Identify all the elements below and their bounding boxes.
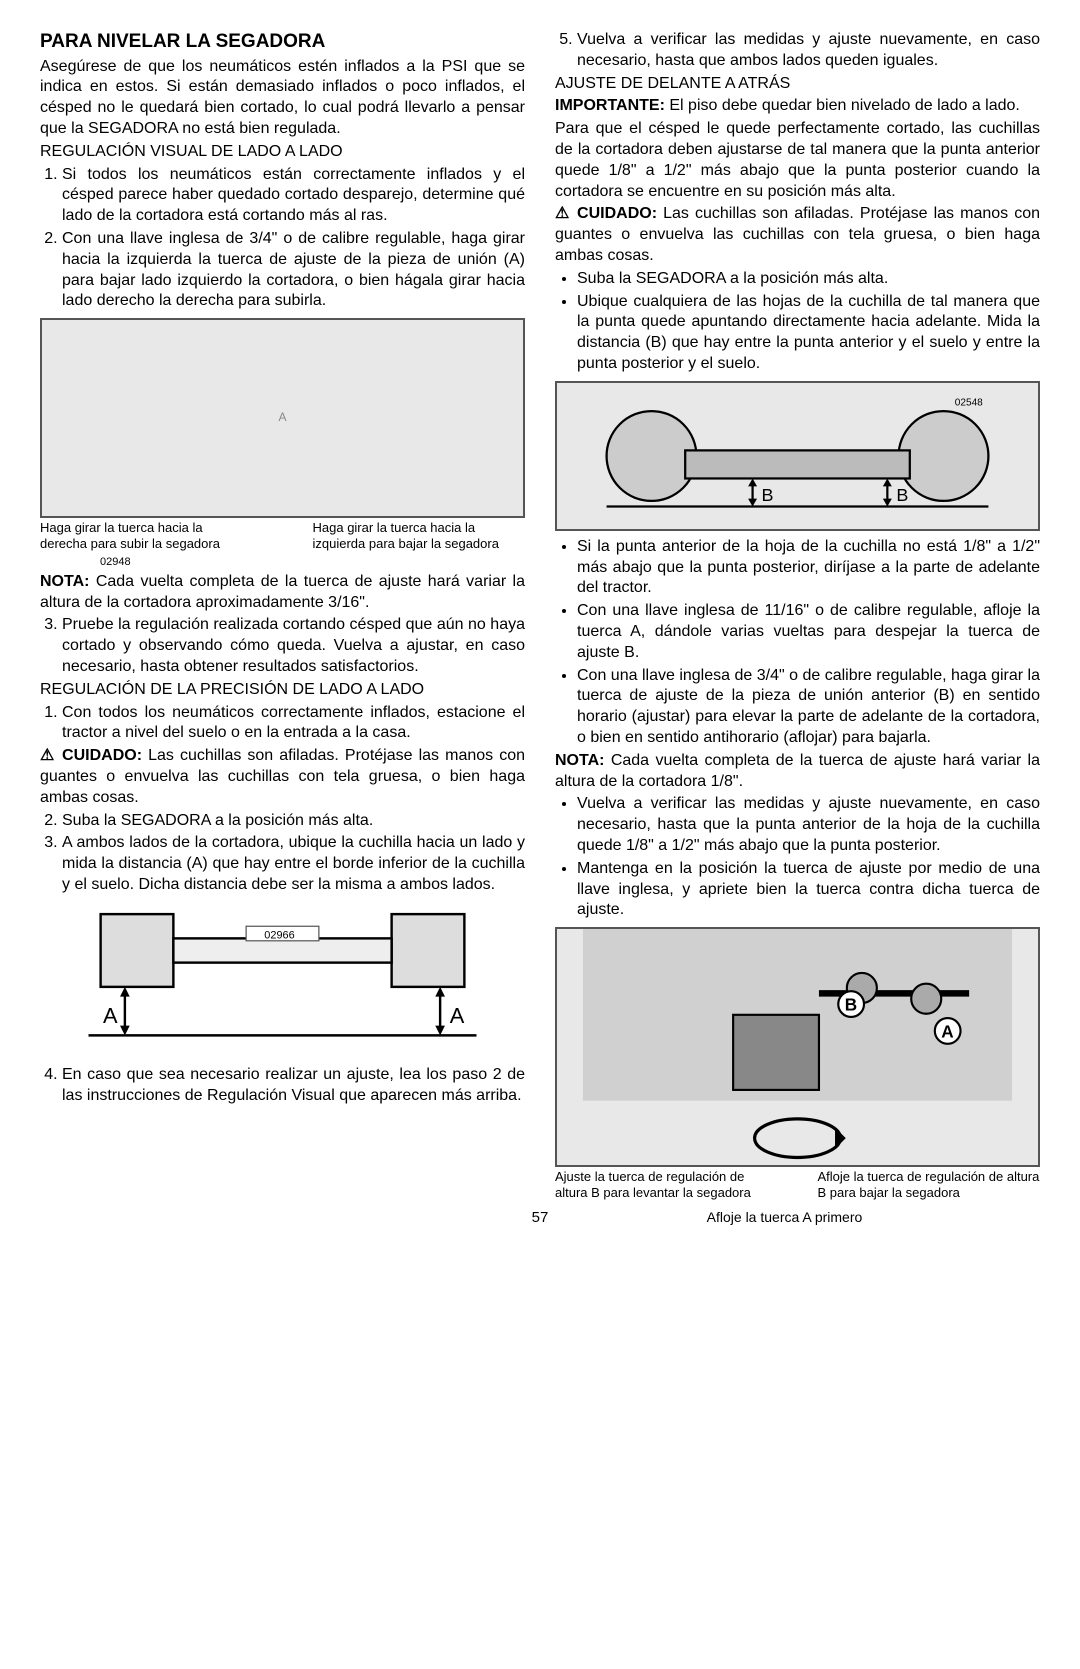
fig4-label-B: B	[845, 995, 857, 1015]
importante-text: El piso debe quedar bien nivelado de lad…	[665, 97, 1020, 114]
list-item: Ubique cualquiera de las hojas de la cuc…	[577, 292, 1040, 375]
figure-nut-B-A: B A	[555, 927, 1040, 1167]
bullets-3: Vuelva a verificar las medidas y ajuste …	[555, 794, 1040, 921]
list-item: Vuelva a verificar las medidas y ajuste …	[577, 30, 1040, 72]
figure-axle: A A 02966	[40, 902, 525, 1060]
list-item: Con todos los neumáticos correctamente i…	[62, 703, 525, 745]
warning-icon: ⚠	[555, 205, 577, 222]
nota-label: NOTA:	[555, 752, 604, 769]
fig3-number: 02548	[955, 397, 983, 408]
cuidado-label: CUIDADO:	[62, 747, 142, 764]
figure-caption-left: Haga girar la tuerca hacia la derecha pa…	[40, 520, 253, 551]
figure-caption-row: Haga girar la tuerca hacia la derecha pa…	[40, 520, 525, 551]
cuidado-1: ⚠ CUIDADO: Las cuchillas son afiladas. P…	[40, 746, 525, 808]
list-item: Con una llave inglesa de 3/4" o de calib…	[577, 666, 1040, 749]
list-item: Suba la SEGADORA a la posición más alta.	[62, 811, 525, 832]
importante: IMPORTANTE: El piso debe quedar bien niv…	[555, 96, 1040, 117]
figure-nut-adjust: A	[40, 318, 525, 518]
list-item: Pruebe la regulación realizada cortando …	[62, 615, 525, 677]
list-precision-2: Suba la SEGADORA a la posición más alta.…	[40, 811, 525, 896]
bullets-2: Si la punta anterior de la hoja de la cu…	[555, 537, 1040, 749]
cuidado-label: CUIDADO:	[577, 205, 657, 222]
subhead-precision-side: REGULACIÓN DE LA PRECISIÓN DE LADO A LAD…	[40, 680, 525, 701]
nota-1: NOTA: Cada vuelta completa de la tuerca …	[40, 572, 525, 614]
left-column: PARA NIVELAR LA SEGADORA Asegúrese de qu…	[40, 30, 525, 1200]
axle-label-A-right: A	[450, 1003, 465, 1028]
axle-figure-number: 02966	[264, 929, 294, 941]
list-item: Suba la SEGADORA a la posición más alta.	[577, 269, 1040, 290]
list-item: Vuelva a verificar las medidas y ajuste …	[577, 794, 1040, 856]
nota-text: Cada vuelta completa de la tuerca de aju…	[40, 573, 525, 611]
list-item: Con una llave inglesa de 11/16" o de cal…	[577, 601, 1040, 663]
list-visual-side: Si todos los neumáticos están correctame…	[40, 165, 525, 313]
para-front-back: Para que el césped le quede perfectament…	[555, 119, 1040, 202]
list-item: Si todos los neumáticos están correctame…	[62, 165, 525, 227]
figure-number: 02948	[100, 555, 525, 569]
intro-paragraph: Asegúrese de que los neumáticos estén in…	[40, 57, 525, 140]
figure4-caption-row: Ajuste la tuerca de regulación de altura…	[555, 1169, 1040, 1200]
footnote: Afloje la tuerca A primero	[707, 1208, 1040, 1228]
subhead-front-back: AJUSTE DE DELANTE A ATRÁS	[555, 74, 1040, 95]
nota-2: NOTA: Cada vuelta completa de la tuerca …	[555, 751, 1040, 793]
page-number: 57	[373, 1208, 706, 1228]
page-footer: 57 Afloje la tuerca A primero	[40, 1208, 1040, 1228]
figure-label-A: A	[278, 410, 286, 426]
list-precision-1: Con todos los neumáticos correctamente i…	[40, 703, 525, 745]
fig4-label-A: A	[941, 1021, 953, 1041]
figure-side-profile: B B 02548	[555, 381, 1040, 531]
list-item: En caso que sea necesario realizar un aj…	[62, 1065, 525, 1107]
cuidado-2: ⚠ CUIDADO: Las cuchillas son afiladas. P…	[555, 204, 1040, 266]
list-item: Mantenga en la posición la tuerca de aju…	[577, 859, 1040, 921]
nota-label: NOTA:	[40, 573, 89, 590]
figure4-caption-left: Ajuste la tuerca de regulación de altura…	[555, 1169, 778, 1200]
importante-label: IMPORTANTE:	[555, 97, 665, 114]
list-precision-cont: Vuelva a verificar las medidas y ajuste …	[555, 30, 1040, 72]
axle-label-A-left: A	[103, 1003, 118, 1028]
figure4-caption-right: Afloje la tuerca de regulación de altura…	[818, 1169, 1041, 1200]
list-item: A ambos lados de la cortadora, ubique la…	[62, 833, 525, 895]
fig3-label-B-left: B	[762, 485, 774, 505]
list-precision-3: En caso que sea necesario realizar un aj…	[40, 1065, 525, 1107]
section-title: PARA NIVELAR LA SEGADORA	[40, 30, 525, 55]
list-visual-side-cont: Pruebe la regulación realizada cortando …	[40, 615, 525, 677]
fig3-label-B-right: B	[896, 485, 908, 505]
subhead-visual-side: REGULACIÓN VISUAL DE LADO A LADO	[40, 142, 525, 163]
bullets-1: Suba la SEGADORA a la posición más alta.…	[555, 269, 1040, 375]
right-column: Vuelva a verificar las medidas y ajuste …	[555, 30, 1040, 1200]
warning-icon: ⚠	[40, 747, 62, 764]
list-item: Si la punta anterior de la hoja de la cu…	[577, 537, 1040, 599]
list-item: Con una llave inglesa de 3/4" o de calib…	[62, 229, 525, 312]
figure-caption-right: Haga girar la tuerca hacia la izquierda …	[313, 520, 526, 551]
nota-text: Cada vuelta completa de la tuerca de aju…	[555, 752, 1040, 790]
